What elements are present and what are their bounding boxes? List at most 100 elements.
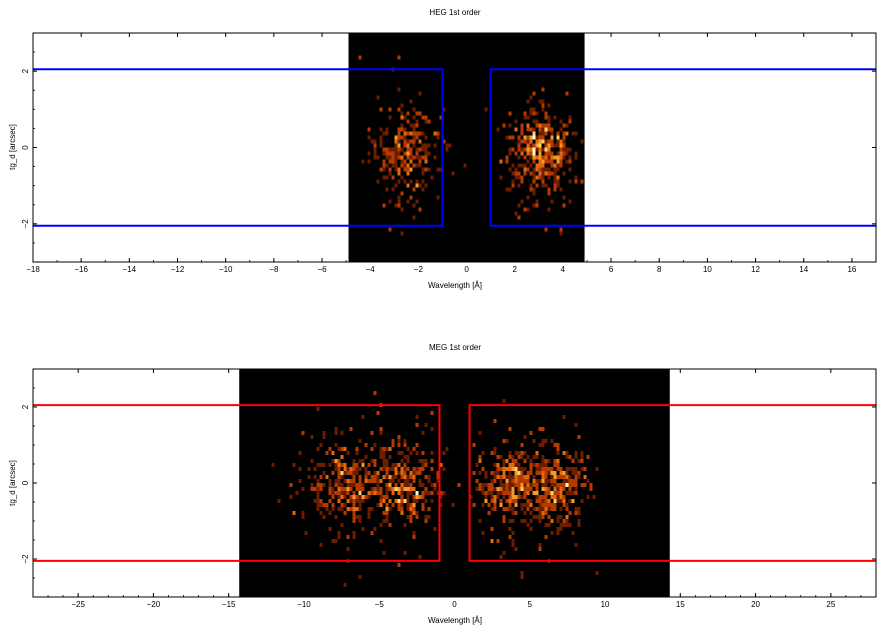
extraction-region: [489, 68, 876, 227]
event-pixel: [553, 483, 557, 487]
event-pixel: [400, 159, 404, 164]
event-pixel: [403, 471, 407, 475]
event-pixel: [358, 495, 362, 499]
event-pixel: [556, 459, 560, 463]
event-pixel: [295, 491, 299, 495]
event-pixel: [385, 131, 389, 136]
event-pixel: [490, 527, 494, 531]
heg-title: HEG 1st order: [429, 8, 480, 17]
event-pixel: [577, 471, 581, 475]
event-pixel: [385, 519, 389, 523]
event-pixel: [511, 459, 515, 463]
event-pixel: [541, 183, 545, 188]
heg-x-axis-label: Wavelength [Å]: [428, 281, 482, 290]
event-pixel: [493, 475, 497, 479]
event-pixel: [556, 475, 560, 479]
event-pixel: [574, 543, 578, 547]
event-pixel: [343, 511, 347, 515]
event-pixel: [556, 451, 560, 455]
event-pixel: [520, 575, 524, 579]
event-pixel: [316, 495, 320, 499]
event-pixel: [430, 483, 434, 487]
event-pixel: [502, 399, 506, 403]
x-tick-label: 12: [751, 265, 760, 274]
event-pixel: [514, 547, 518, 551]
event-pixel: [502, 507, 506, 511]
event-pixel: [526, 455, 530, 459]
event-pixel: [370, 531, 374, 535]
event-pixel: [322, 463, 326, 467]
event-pixel: [520, 127, 524, 132]
event-pixel: [586, 479, 590, 483]
event-pixel: [559, 147, 563, 152]
event-pixel: [562, 475, 566, 479]
event-pixel: [397, 151, 401, 156]
event-pixel: [520, 571, 524, 575]
event-pixel: [520, 471, 524, 475]
event-pixel: [535, 183, 539, 188]
event-pixel: [526, 499, 530, 503]
event-pixel: [553, 179, 557, 184]
event-pixel: [538, 471, 542, 475]
event-pixel: [526, 147, 530, 152]
event-pixel: [574, 511, 578, 515]
event-pixel: [310, 483, 314, 487]
event-pixel: [421, 179, 425, 184]
event-pixel: [511, 499, 515, 503]
event-pixel: [406, 503, 410, 507]
event-pixel: [538, 171, 542, 176]
event-pixel: [394, 143, 398, 148]
event-pixel: [415, 499, 419, 503]
event-pixel: [382, 455, 386, 459]
event-pixel: [583, 475, 587, 479]
event-pixel: [409, 503, 413, 507]
event-pixel: [412, 123, 416, 128]
event-pixel: [397, 139, 401, 144]
event-pixel: [406, 455, 410, 459]
event-pixel: [529, 471, 533, 475]
event-pixel: [523, 155, 527, 160]
event-pixel: [397, 491, 401, 495]
event-pixel: [409, 451, 413, 455]
x-tick-label: −14: [123, 265, 137, 274]
event-pixel: [556, 467, 560, 471]
event-pixel: [349, 495, 353, 499]
event-pixel: [475, 487, 479, 491]
event-pixel: [502, 519, 506, 523]
event-pixel: [562, 487, 566, 491]
event-pixel: [379, 431, 383, 435]
event-pixel: [541, 475, 545, 479]
event-pixel: [412, 127, 416, 132]
event-pixel: [394, 139, 398, 144]
event-pixel: [517, 171, 521, 176]
event-pixel: [541, 99, 545, 104]
event-pixel: [565, 475, 569, 479]
event-pixel: [334, 431, 338, 435]
event-pixel: [538, 503, 542, 507]
event-pixel: [517, 455, 521, 459]
event-pixel: [559, 523, 563, 527]
y-tick-label: −2: [21, 219, 30, 229]
event-pixel: [406, 151, 410, 156]
event-pixel: [376, 179, 380, 184]
event-pixel: [406, 479, 410, 483]
event-pixel: [508, 475, 512, 479]
event-pixel: [532, 171, 536, 176]
event-pixel: [562, 151, 566, 156]
event-pixel: [544, 439, 548, 443]
event-pixel: [547, 191, 551, 196]
event-pixel: [388, 507, 392, 511]
event-pixel: [520, 479, 524, 483]
event-pixel: [526, 207, 530, 212]
event-pixel: [430, 411, 434, 415]
event-pixel: [541, 507, 545, 511]
event-pixel: [415, 163, 419, 168]
event-pixel: [349, 483, 353, 487]
event-pixel: [535, 143, 539, 148]
event-pixel: [322, 483, 326, 487]
event-pixel: [391, 439, 395, 443]
event-pixel: [574, 455, 578, 459]
event-pixel: [502, 459, 506, 463]
event-pixel: [403, 443, 407, 447]
event-pixel: [511, 539, 515, 543]
